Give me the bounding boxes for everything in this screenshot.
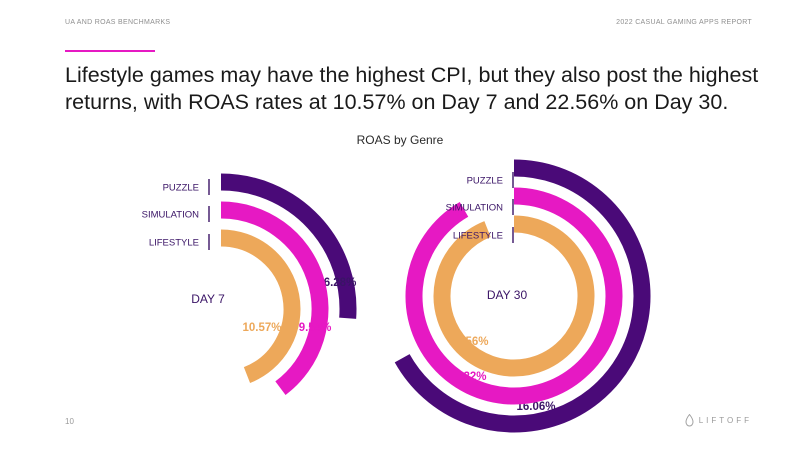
day7-center-label: DAY 7: [191, 292, 225, 306]
day30-chart-group: DAY 30 PUZZLE 16.06% SIMULATION 22% LIFESTYLE…: [394, 159, 651, 433]
day7-simulation-arc: [220, 201, 329, 395]
day7-simulation-label: SIMULATION: [142, 210, 199, 221]
day30-puzzle-value: 16.06%: [516, 401, 555, 413]
accent-divider: [65, 50, 155, 52]
day30-lifestyle-arc: [433, 215, 595, 377]
day7-puzzle-label: PUZZLE: [163, 183, 199, 194]
day7-puzzle-value: 6.28%: [324, 277, 357, 289]
page-number: 10: [65, 417, 74, 426]
day30-puzzle-label: PUZZLE: [467, 176, 503, 187]
liftoff-logo: LIFTOFF: [685, 414, 752, 427]
day30-puzzle-arc: [394, 159, 651, 433]
day30-center-label: DAY 30: [487, 288, 528, 302]
day7-simulation-value: 9.54%: [299, 322, 332, 334]
day7-lifestyle-value: 10.57%: [242, 322, 281, 334]
day30-simulation-arc: [405, 187, 623, 405]
day30-lifestyle-label: LIFESTYLE: [453, 231, 503, 242]
day7-lifestyle-label: LIFESTYLE: [149, 238, 199, 249]
header-left-label: UA AND ROAS BENCHMARKS: [65, 19, 171, 26]
day7-lifestyle-arc: [220, 229, 301, 383]
header-right-label: 2022 CASUAL GAMING APPS REPORT: [616, 19, 752, 26]
liftoff-flame-icon: [685, 414, 694, 427]
day7-chart-group: DAY 7 PUZZLE 6.28% SIMULATION 9.54% LIFESTYLE…: [142, 173, 357, 395]
day7-puzzle-arc: [220, 173, 357, 319]
logo-text: LIFTOFF: [698, 416, 752, 425]
day30-simulation-label: SIMULATION: [446, 203, 503, 214]
page-headline: Lifestyle games may have the highest CPI…: [65, 63, 759, 114]
day30-lifestyle-value: 22.56%: [449, 336, 488, 348]
chart-title: ROAS by Genre: [356, 133, 444, 147]
day30-simulation-value: 22%: [463, 371, 486, 383]
